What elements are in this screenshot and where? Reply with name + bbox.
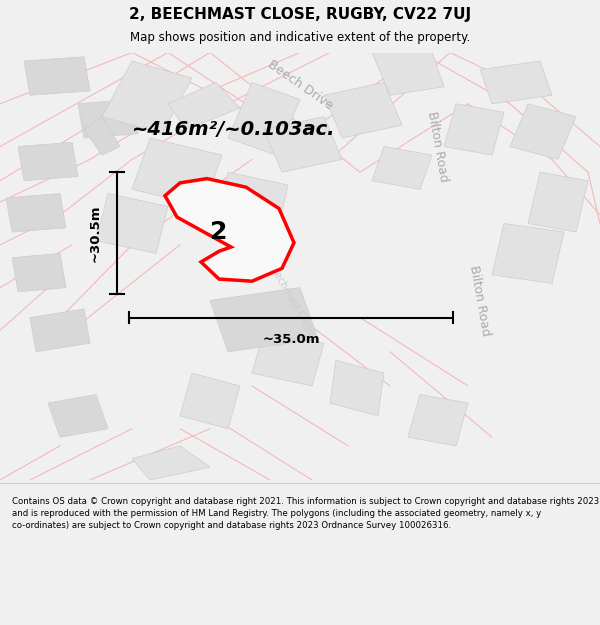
Text: Beech Drive: Beech Drive <box>265 58 335 112</box>
Polygon shape <box>12 253 66 292</box>
Polygon shape <box>165 179 294 281</box>
Polygon shape <box>372 52 444 95</box>
Polygon shape <box>30 309 90 352</box>
Text: ~30.5m: ~30.5m <box>89 204 102 262</box>
Polygon shape <box>264 117 342 172</box>
Polygon shape <box>132 446 210 480</box>
Polygon shape <box>24 57 90 95</box>
Text: Contains OS data © Crown copyright and database right 2021. This information is : Contains OS data © Crown copyright and d… <box>12 498 599 530</box>
Text: Beechmast Close: Beechmast Close <box>266 259 316 338</box>
Polygon shape <box>216 173 288 236</box>
Text: Map shows position and indicative extent of the property.: Map shows position and indicative extent… <box>130 31 470 44</box>
Polygon shape <box>408 394 468 446</box>
Polygon shape <box>48 394 108 438</box>
Polygon shape <box>168 82 240 129</box>
Polygon shape <box>528 173 588 232</box>
Polygon shape <box>18 142 78 181</box>
Polygon shape <box>210 288 318 352</box>
Polygon shape <box>180 373 240 429</box>
Polygon shape <box>492 224 564 283</box>
Polygon shape <box>372 146 432 189</box>
Polygon shape <box>102 61 192 134</box>
Polygon shape <box>228 82 300 155</box>
Text: Bilton Road: Bilton Road <box>467 264 493 337</box>
Polygon shape <box>330 360 384 416</box>
Text: 2: 2 <box>211 220 227 244</box>
Polygon shape <box>324 82 402 138</box>
Polygon shape <box>84 117 120 155</box>
Text: 2, BEECHMAST CLOSE, RUGBY, CV22 7UJ: 2, BEECHMAST CLOSE, RUGBY, CV22 7UJ <box>129 8 471 22</box>
Polygon shape <box>132 138 222 206</box>
Text: ~416m²/~0.103ac.: ~416m²/~0.103ac. <box>132 120 335 139</box>
Polygon shape <box>444 104 504 155</box>
Text: Bilton Road: Bilton Road <box>425 110 451 183</box>
Polygon shape <box>96 194 168 253</box>
Polygon shape <box>78 99 138 138</box>
Polygon shape <box>6 194 66 232</box>
Polygon shape <box>252 331 324 386</box>
Text: ~35.0m: ~35.0m <box>262 332 320 346</box>
Polygon shape <box>510 104 576 159</box>
Polygon shape <box>480 61 552 104</box>
